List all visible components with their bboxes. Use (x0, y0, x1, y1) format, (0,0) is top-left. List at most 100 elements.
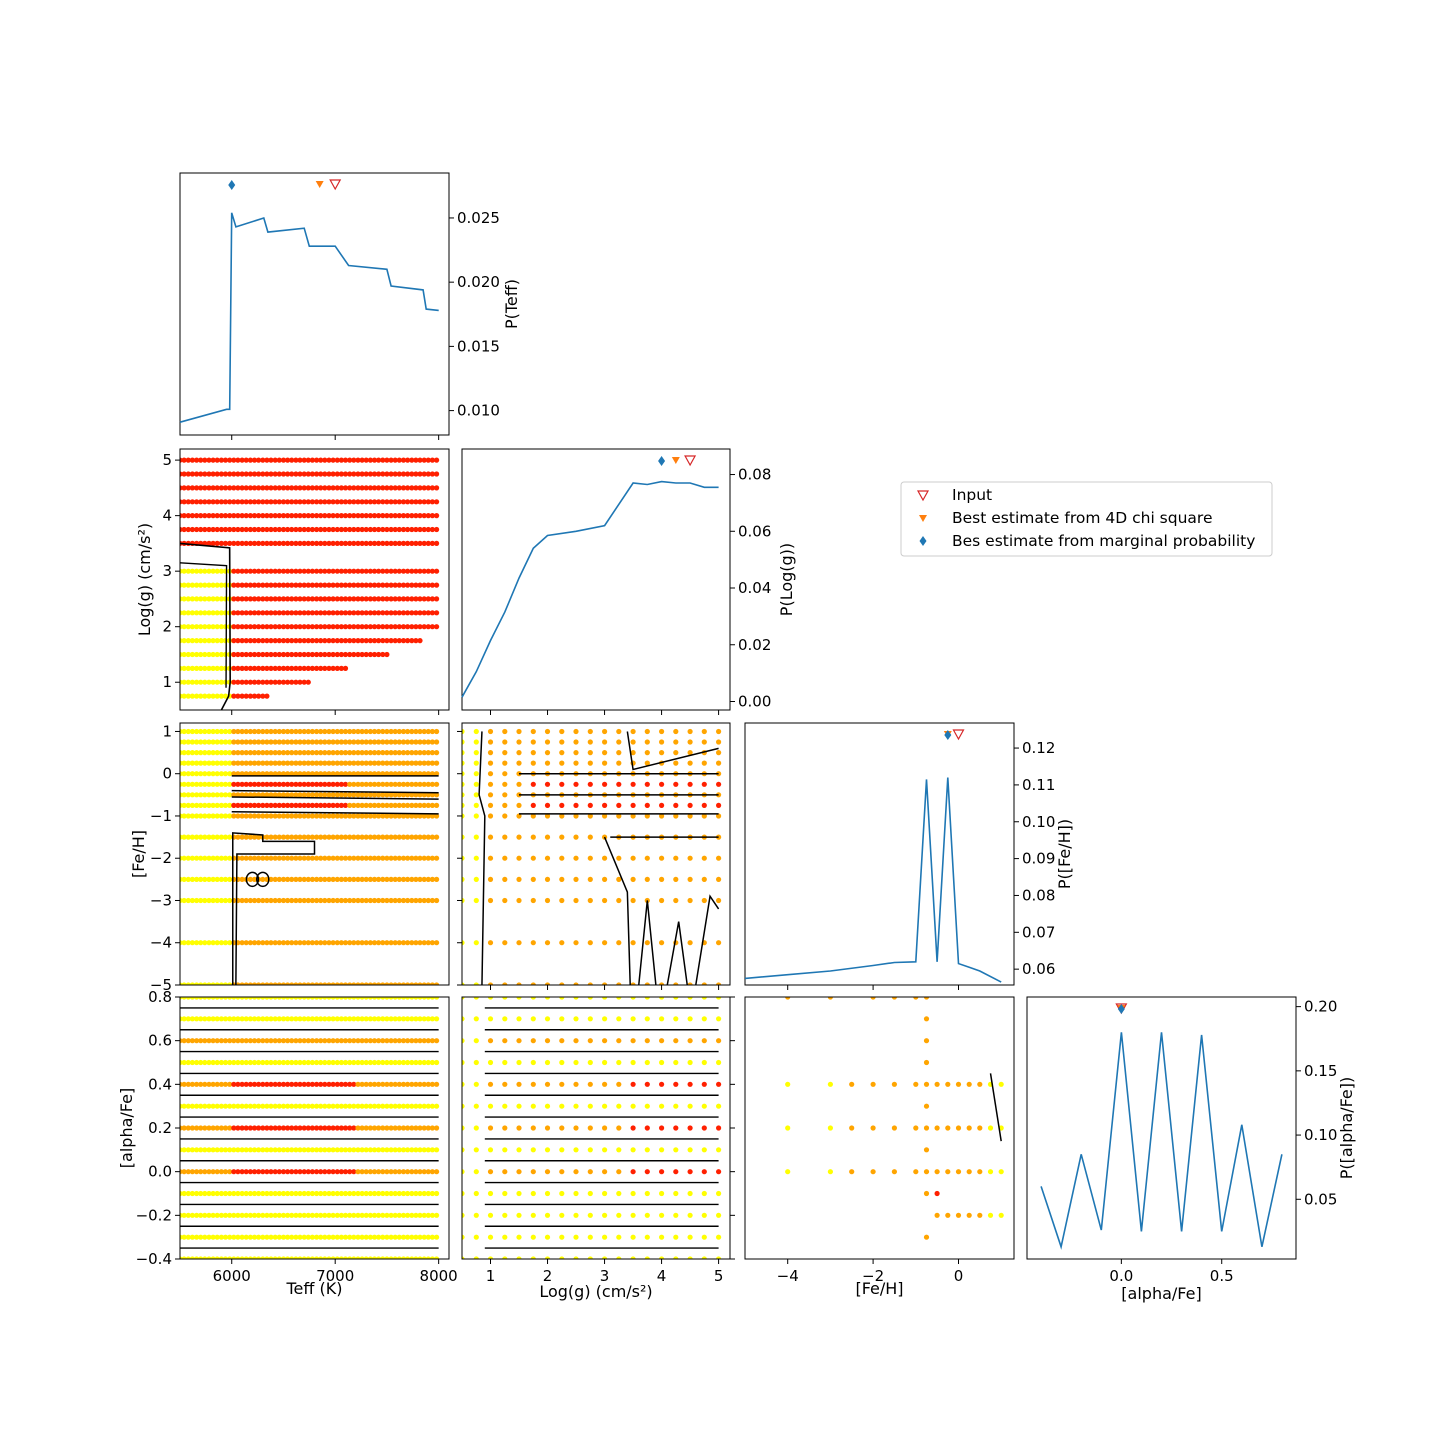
feh_vs_teff-point (214, 940, 220, 946)
teff_marginal-marginal-marker (228, 180, 236, 190)
alpha_vs_teff-point (181, 1256, 187, 1259)
feh_vs_teff-point (260, 760, 266, 766)
alpha_vs_teff-point (384, 1234, 390, 1240)
feh_vs_teff-point (194, 728, 200, 735)
alpha_vs_teff-point (429, 1256, 435, 1259)
alpha_vs_logg-point (701, 1103, 707, 1109)
feh_vs_teff-point (413, 802, 419, 809)
alpha_vs_teff-point (272, 1256, 278, 1259)
logg_vs_teff-point (409, 471, 415, 477)
alpha_vs_teff-point (405, 1081, 411, 1087)
alpha_vs_teff-point (351, 1059, 357, 1066)
alpha_vs_teff-point (280, 1016, 287, 1022)
alpha_vs_logg-point (659, 1103, 665, 1109)
alpha_vs_teff-point (359, 997, 365, 1000)
alpha_vs_feh-xtick-label: −2 (862, 1267, 884, 1285)
alpha_vs_teff-point (384, 1059, 390, 1066)
alpha_vs_teff-point (239, 1256, 245, 1259)
logg_vs_teff-point (235, 526, 241, 533)
feh_vs_logg-point (701, 897, 707, 904)
logg_vs_teff-point (359, 610, 365, 616)
feh_vs_teff-point (359, 855, 365, 861)
feh_vs_teff-point (384, 897, 390, 904)
alpha_vs_teff-point (384, 1256, 390, 1259)
alpha_vs_logg-point (587, 997, 593, 1000)
feh_vs_teff-point (227, 982, 233, 985)
alpha_vs_teff-point (376, 1103, 382, 1109)
alpha_vs_feh-point (891, 1125, 898, 1131)
logg_vs_teff-point (206, 513, 212, 519)
alpha_vs_teff-point (409, 1103, 415, 1109)
feh_vs_teff-point (318, 834, 324, 840)
alpha_vs_teff-point (326, 1081, 332, 1087)
alpha_vs_teff-point (272, 1169, 278, 1175)
feh_vs_teff-point (363, 834, 369, 840)
logg_vs_teff-point (305, 610, 311, 616)
logg_vs_teff-point (429, 624, 435, 630)
alpha_vs_teff-point (425, 1081, 431, 1087)
feh_vs_teff-point (247, 739, 253, 745)
logg_vs_teff-point (185, 471, 191, 477)
alpha_vs_teff-point (342, 1190, 349, 1197)
feh_vs_logg-point (516, 728, 522, 735)
feh_vs_teff-point (293, 834, 299, 840)
alpha_vs_teff-point (189, 1147, 195, 1153)
alpha_vs_teff-point (355, 1147, 361, 1153)
feh_vs_teff-point (289, 739, 295, 745)
logg_vs_teff-point (280, 457, 287, 463)
logg_vs_teff-point (272, 457, 278, 463)
logg_vs_teff-point (235, 638, 241, 644)
feh_vs_teff-point (272, 834, 278, 840)
feh_vs_teff-point (309, 982, 315, 985)
logg_vs_teff-point (314, 665, 320, 672)
alpha_vs_teff-point (400, 997, 407, 1000)
feh_vs_teff-point (289, 760, 295, 766)
feh_vs_teff-point (189, 876, 195, 883)
logg_vs_teff-point (218, 568, 224, 574)
alpha_vs_teff-point (367, 1038, 373, 1044)
feh_vs_teff-point (367, 771, 373, 777)
logg_vs_teff-point (198, 610, 204, 616)
logg_vs_teff-point (280, 638, 287, 644)
alpha_vs_teff-point (392, 1016, 398, 1022)
feh_vs_logg-point (516, 897, 522, 904)
logg_vs_teff-point (376, 457, 382, 463)
feh_vs_teff-point (251, 739, 258, 745)
alpha_vs_teff-point (260, 1103, 266, 1109)
feh_vs_logg-point (687, 876, 693, 883)
feh_vs_teff-point (268, 739, 274, 745)
logg_vs_teff-point (409, 499, 415, 505)
logg_vs_teff-point (185, 568, 191, 574)
logg_vs_teff-point (388, 582, 394, 588)
alpha_vs_teff-point (322, 1103, 328, 1109)
alpha_vs_teff-point (413, 1125, 419, 1131)
feh_vs_teff-point (194, 940, 200, 946)
alpha_vs_logg-point (487, 1125, 494, 1131)
logg_vs_teff-point (376, 471, 382, 477)
feh_vs_teff-point (185, 834, 191, 840)
logg_vs_teff-point (185, 582, 191, 588)
alpha_vs_logg-point (616, 1081, 622, 1087)
logg_vs_teff-point (359, 596, 365, 602)
alpha_vs_teff-point (218, 1169, 224, 1175)
feh_vs_teff-point (227, 760, 233, 766)
feh_vs_logg-point (516, 982, 522, 985)
feh_vs_teff-point (330, 792, 336, 798)
feh_vs_teff-point (239, 792, 245, 798)
logg_vs_teff-point (231, 665, 237, 672)
feh_vs_teff-point (359, 982, 365, 985)
alpha_vs_teff-point (363, 1256, 369, 1259)
logg_vs_teff-point (185, 679, 191, 685)
feh_vs_teff-point (210, 792, 216, 798)
logg_vs_teff-point (400, 540, 407, 547)
feh_vs_teff-point (342, 728, 349, 735)
logg_vs_teff-point (243, 485, 249, 491)
alpha_vs_teff-point (247, 1059, 253, 1066)
alpha_vs_teff-point (318, 1147, 324, 1153)
logg_vs_teff-point (392, 499, 398, 505)
feh_vs_teff-point (338, 982, 344, 985)
alpha_vs_teff-point (376, 1125, 382, 1131)
alpha_vs_teff-point (280, 997, 287, 1000)
feh_vs_teff-point (218, 760, 224, 766)
alpha_vs_teff-point (297, 1081, 303, 1087)
